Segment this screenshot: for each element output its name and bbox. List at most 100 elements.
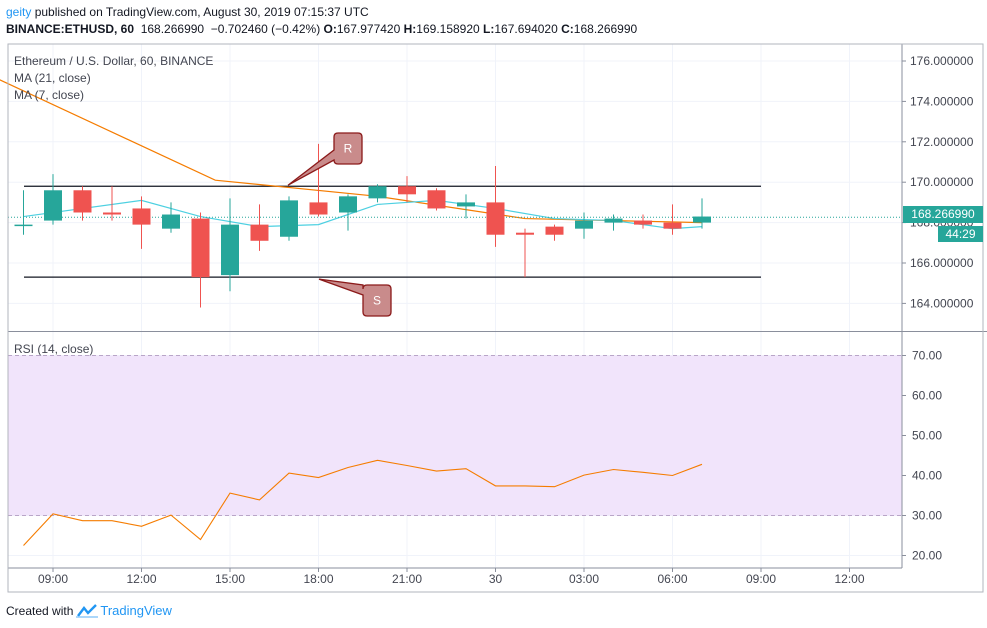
candle [545,224,564,241]
candle-body [486,202,505,235]
candle [191,212,210,308]
candle-body [634,220,652,225]
candle-body [427,190,446,209]
rsi-band-bounds [8,355,902,516]
x-tick-label: 09:00 [746,572,776,586]
high-label: H: [403,22,417,36]
candle-body [545,226,564,235]
x-tick-label: 12:00 [126,572,156,586]
candle [221,198,239,292]
candle [309,143,328,217]
candle [250,204,269,251]
x-tick-label: 12:00 [834,572,864,586]
candle-body [309,202,328,215]
open-value: 167.977420 [336,22,401,36]
y-tick-label: 166.000000 [910,256,974,270]
ma7-legend[interactable]: MA (7, close) [14,88,85,102]
candle [693,198,711,229]
rsi-tick-label: 40.00 [912,469,942,483]
x-tick-label: 30 [489,572,503,586]
chart-frame [7,43,984,593]
rsi-tick-label: 50.00 [912,429,942,443]
support-resistance-levels [24,185,761,278]
candle-body [575,220,593,229]
candle [398,176,416,203]
close-value: 168.266990 [573,22,638,36]
candle [604,214,623,231]
tradingview-logo-icon[interactable] [76,604,99,621]
candle-body [73,190,92,213]
countdown-tag: 44:29 [938,226,983,242]
candle-body [693,216,711,223]
rsi-line-group [23,459,703,546]
created-with-text: Created with [6,604,74,618]
ma21-legend[interactable]: MA (21, close) [14,71,91,85]
candle [280,196,298,241]
candle [427,188,446,211]
y-tick-label: 176.000000 [910,54,974,68]
publish-text: published on TradingView.com, August 30,… [31,5,369,19]
candle-body [132,208,151,225]
x-tick-label: 15:00 [215,572,245,586]
x-tick-label: 06:00 [657,572,687,586]
low-label: L: [483,22,495,36]
chart-title: Ethereum / U.S. Dollar, 60, BINANCE [14,54,214,68]
author-name[interactable]: geity [6,5,32,19]
candle-body [398,186,416,195]
rsi-tick-label: 30.00 [912,509,942,523]
candle-body [191,218,210,278]
moving-averages [0,79,902,230]
rsi-band [8,355,902,516]
candle-body [14,224,33,227]
rsi-tick-label: 70.00 [912,349,942,363]
candles [14,143,711,308]
high-value: 169.158920 [416,22,480,36]
candle-body [280,200,298,237]
annotation-shape [287,132,363,186]
open-label: O: [323,22,337,36]
candle-body [221,224,239,276]
annotation-label: R [344,142,353,156]
y-tick-label: 172.000000 [910,135,974,149]
annotations: RS [287,132,392,317]
footer: Created with TradingView [6,603,172,621]
candle-body [250,224,269,241]
candle [73,186,92,221]
ohlc-header: BINANCE:ETHUSD, 60 168.266990 −0.702460 … [6,22,637,36]
rsi-legend[interactable]: RSI (14, close) [14,342,94,356]
x-axis-ticks: 09:00 12:00 15:00 18:00 21:00 30 03:00 06:00 09:… [38,568,865,586]
candle [634,214,652,229]
candle [44,174,62,225]
candle [103,186,121,221]
last-price-tag: 168.266990 [903,206,983,223]
candle-body [516,232,534,235]
x-tick-label: 03:00 [569,572,599,586]
x-tick-label: 09:00 [38,572,68,586]
candle-body [339,196,357,213]
candle [663,204,682,235]
annotation-label: S [373,294,381,308]
rsi-tick-label: 60.00 [912,389,942,403]
tradingview-brand[interactable]: TradingView [100,603,172,618]
ma7-line [23,199,703,230]
x-tick-label: 21:00 [392,572,422,586]
close-label: C: [561,22,574,36]
annotation-r: R [287,132,363,186]
candle-body [368,186,387,199]
publish-info: geity published on TradingView.com, Augu… [6,5,369,19]
y-tick-label: 174.000000 [910,94,974,108]
candle-body [604,218,623,223]
symbol-line: BINANCE:ETHUSD, 60 [6,22,135,36]
candle [162,202,180,233]
y-tick-label: 164.000000 [910,296,974,310]
candle-body [663,222,682,229]
x-tick-label: 18:00 [303,572,333,586]
candle [339,194,357,231]
candle [575,212,593,239]
candle-body [162,214,180,229]
rsi-line [23,459,703,546]
candle [132,196,151,249]
last-price: 168.266990 [140,22,205,36]
annotation-shape [318,278,392,317]
